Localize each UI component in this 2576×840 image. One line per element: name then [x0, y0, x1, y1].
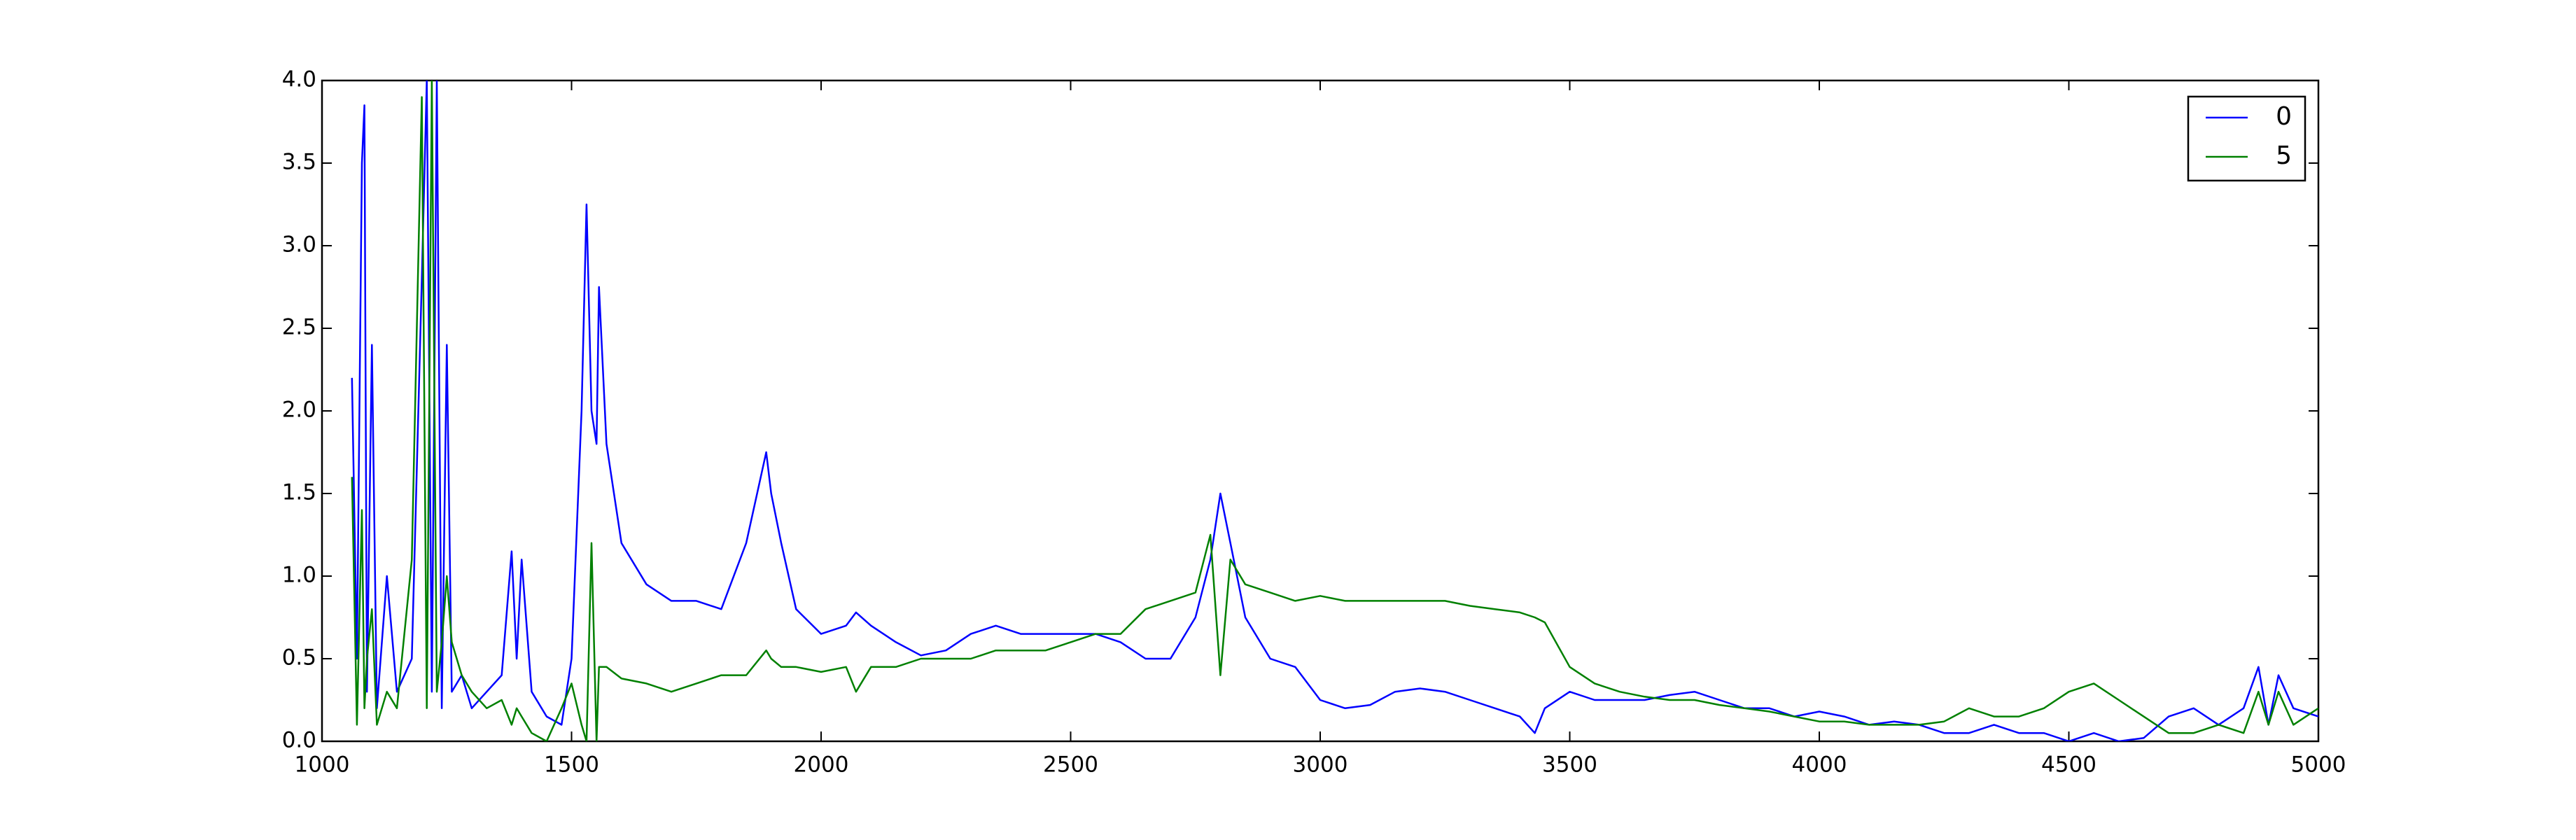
y-tick-label: 0.0	[282, 728, 316, 753]
plot-area	[351, 80, 2318, 741]
y-tick-label: 4.0	[282, 67, 316, 92]
y-tick-label: 3.5	[282, 150, 316, 175]
x-tick-label: 2000	[794, 752, 849, 778]
legend-box	[2187, 95, 2306, 182]
x-tick-label: 3500	[1542, 752, 1597, 778]
x-tick-label: 2500	[1043, 752, 1098, 778]
x-tick-label: 4500	[2041, 752, 2096, 778]
y-tick-label: 1.5	[282, 480, 316, 505]
y-tick-label: 2.0	[282, 398, 316, 423]
series-line	[351, 80, 2318, 741]
plot-frame	[321, 79, 2320, 743]
legend-label: 5	[2276, 141, 2292, 170]
x-tick-label: 4000	[1792, 752, 1847, 778]
series-line	[351, 80, 2318, 741]
x-tick-label: 1000	[295, 752, 350, 778]
x-tick-label: 5000	[2291, 752, 2346, 778]
y-tick-label: 2.5	[282, 315, 316, 340]
x-tick-label: 3000	[1293, 752, 1348, 778]
x-tick-label: 1500	[544, 752, 599, 778]
y-tick-label: 3.0	[282, 232, 316, 258]
y-tick-label: 0.5	[282, 645, 316, 671]
legend-label: 0	[2276, 102, 2292, 131]
y-tick-label: 1.0	[282, 563, 316, 588]
